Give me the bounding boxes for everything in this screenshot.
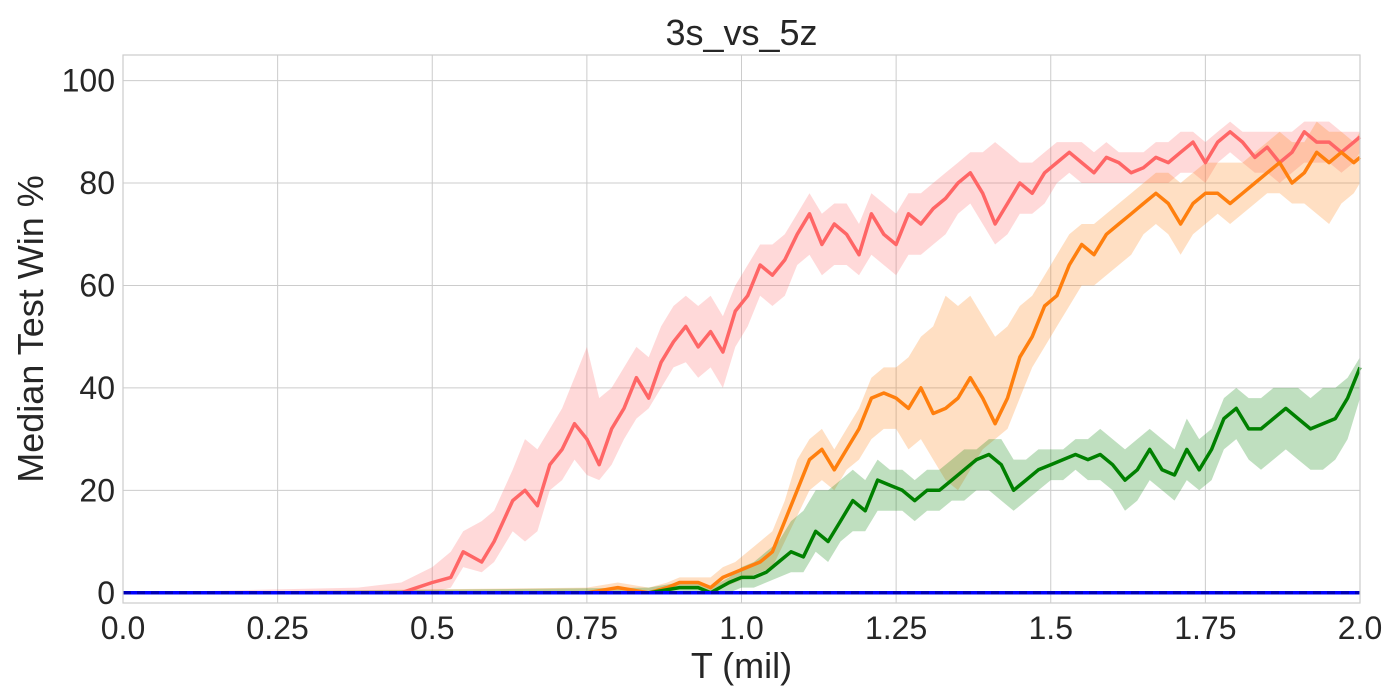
y-tick-label: 40 [79,370,115,406]
y-tick-label: 0 [97,575,115,611]
series-line-2 [123,366,1362,595]
series-band-1 [123,121,1360,593]
y-tick-label: 80 [79,165,115,201]
series-band-2 [123,357,1360,593]
x-tick-label: 1.25 [865,610,927,646]
series-lines [123,130,1362,595]
x-tick-label: 0.25 [246,610,308,646]
x-tick-label: 0.0 [101,610,145,646]
x-tick-label: 1.75 [1174,610,1236,646]
series-line-1 [123,150,1362,595]
x-tick-labels: 0.0 0.25 0.5 0.75 1.0 1.25 1.5 1.75 2.0 [101,610,1382,646]
x-tick-label: 0.75 [556,610,618,646]
x-tick-label: 1.0 [719,610,763,646]
x-axis-label: T (mil) [691,645,792,686]
y-tick-labels: 0 20 40 60 80 100 [62,63,115,611]
series-line-0 [123,130,1362,595]
x-tick-label: 2.0 [1338,610,1382,646]
y-tick-label: 60 [79,267,115,303]
plot-frame [122,54,1361,604]
x-tick-label: 1.5 [1029,610,1073,646]
x-tick-label: 0.5 [410,610,454,646]
y-axis-label: Median Test Win % [10,175,51,482]
y-tick-label: 20 [79,472,115,508]
chart-title: 3s_vs_5z [665,12,817,53]
y-tick-label: 100 [62,63,115,99]
confidence-bands [123,121,1360,593]
